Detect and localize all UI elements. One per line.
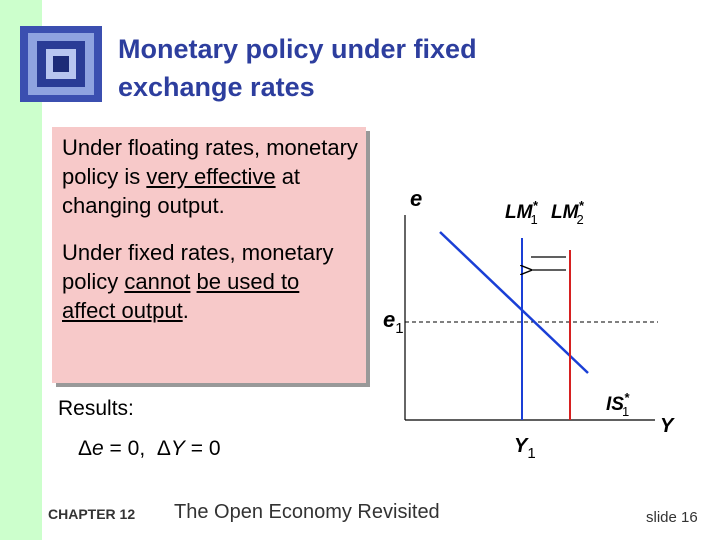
e1-label: e1 [383,307,404,337]
label: LM [551,202,580,223]
text: . [182,298,189,323]
slide-title: Monetary policy under fixed exchange rat… [118,34,477,102]
sub: 1 [395,320,403,337]
label: Y [514,435,529,457]
sub: 2 [577,212,584,227]
text: = 0 [184,437,221,460]
sup: * [578,198,584,213]
x-axis-label: Y [660,415,675,437]
y1-label: Y1 [514,435,536,462]
text: at changing output. [62,164,301,218]
chapter-label: CHAPTER 12 [48,506,136,522]
underlined-text: cannot [124,269,191,294]
book-title: The Open Economy Revisited [174,501,440,523]
text-box: Under floating rates, monetary policy is… [52,127,366,383]
paragraph: Under fixed rates, monetary policy canno… [62,238,358,325]
sub: 1 [622,404,629,419]
sup: * [624,390,630,405]
is-label: IS* 1 [606,390,630,419]
diagram: e Y LM* 1 LM* 2 IS* 1 e1 Y1 [383,186,675,462]
equation: Δe = 0, ΔY = 0 [78,437,221,461]
underlined-text: be used to affect output [62,269,300,323]
symbol: Δ [78,437,93,460]
text: = 0, [103,437,157,460]
sub: 1 [531,212,538,227]
variable: Y [170,437,185,460]
is-curve [439,231,589,374]
symbol: Δ [156,437,171,460]
label: IS [606,394,624,415]
sub: 1 [527,445,535,462]
lm2-label: LM* 2 [551,198,584,227]
paragraph: Under floating rates, monetary policy is… [62,133,358,220]
slide-number: slide 16 [646,509,698,526]
text: Under fixed rates, monetary policy [62,240,334,294]
sup: * [532,198,538,213]
logo-icon [20,26,102,102]
lm1-label: LM* 1 [505,198,538,227]
label: e [383,307,395,332]
text: Under floating rates, monetary policy is [62,135,358,189]
label: LM [505,202,534,223]
variable: e [92,437,104,460]
y-axis-label: e [410,186,422,211]
underlined-text: very effective [146,164,276,189]
results-label: Results: [58,397,134,420]
